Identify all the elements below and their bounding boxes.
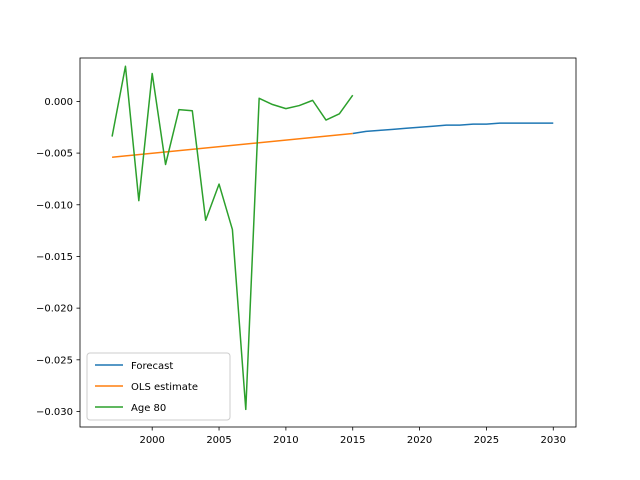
x-tick-label: 2020 — [407, 435, 432, 446]
legend-label-1: OLS estimate — [131, 382, 198, 393]
x-tick-label: 2000 — [139, 435, 164, 446]
x-tick-label: 2025 — [474, 435, 499, 446]
y-tick-label: 0.000 — [44, 97, 73, 108]
legend-label-2: Age 80 — [131, 403, 166, 414]
series-line-1 — [112, 132, 353, 158]
y-tick-label: −0.025 — [36, 355, 73, 366]
series-line-2 — [111, 65, 354, 411]
x-tick-label: 2015 — [340, 435, 365, 446]
x-tick-label: 2005 — [206, 435, 231, 446]
axes: 2000 2005 2010 2015 2020 2025 2030 0.000 −0.005 −… — [36, 57, 577, 446]
legend-box — [86, 352, 231, 421]
x-tick-label: 2010 — [273, 435, 298, 446]
series-lines — [111, 65, 554, 411]
y-tick-label: −0.015 — [36, 252, 73, 263]
plot-frame — [79, 57, 577, 428]
x-tick-label: 2030 — [541, 435, 566, 446]
y-tick-label: −0.010 — [36, 200, 73, 211]
y-tick-label: −0.005 — [36, 149, 73, 160]
legend-label-0: Forecast — [131, 361, 173, 372]
series-line-0 — [352, 122, 554, 135]
legend: Forecast OLS estimate Age 80 — [86, 352, 231, 421]
y-tick-label: −0.030 — [36, 407, 73, 418]
y-tick-label: −0.020 — [36, 304, 73, 315]
